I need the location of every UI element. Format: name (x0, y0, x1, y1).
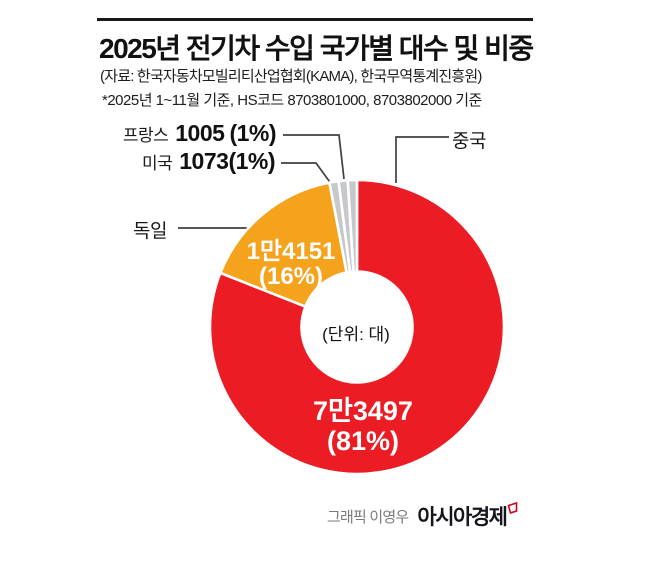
source-note: (자료: 한국자동차모빌리티산업협회(KAMA), 한국무역통계진흥원) (100, 68, 482, 85)
callout-germany: 독일 (133, 221, 167, 242)
china-pct-label: (81%) (327, 426, 399, 456)
callout-us-pct: (1%) (228, 148, 275, 174)
callout-france-name: 프랑스 (122, 126, 169, 145)
leader-line-france (283, 134, 345, 180)
unit-note: (단위: 대) (322, 325, 390, 344)
slice-etc (346, 178, 359, 273)
basis-note: *2025년 1~11월 기준, HS코드 8703801000, 870380… (102, 92, 482, 109)
callout-us-name: 미국 (141, 154, 173, 173)
brand-name: 아시아경제 (417, 506, 508, 529)
credit: 그래픽 이영우 아시아경제 (327, 501, 518, 531)
slice-labels: 1만4151 (16%) 7만3497 (81%) (단위: 대) (247, 238, 413, 456)
germany-value-label: 1만4151 (247, 238, 336, 265)
donut-slices (208, 178, 506, 476)
china-value-label: 7만3497 (313, 396, 413, 426)
callout-us-value: 1073 (179, 148, 229, 174)
callout-france: 프랑스 1005 (1%) (0, 120, 277, 147)
slice-germany (218, 181, 349, 309)
leader-line-us (281, 162, 333, 186)
leader-line-china (395, 136, 449, 183)
callout-us: 미국 1073(1%) (0, 148, 276, 175)
leader-lines (178, 134, 449, 229)
slice-china (208, 178, 506, 476)
brand-mark-icon (508, 502, 518, 515)
top-rule (97, 18, 533, 21)
credit-text: 그래픽 이영우 (327, 508, 409, 526)
callout-france-pct: (1%) (229, 120, 276, 146)
germany-pct-label: (16%) (259, 263, 323, 290)
page-title: 2025년 전기차 수입 국가별 대수 및 비중 (99, 33, 534, 64)
brand-logo: 아시아경제 (417, 501, 518, 531)
callout-china: 중국 (452, 131, 486, 152)
callout-france-value: 1005 (175, 120, 225, 146)
